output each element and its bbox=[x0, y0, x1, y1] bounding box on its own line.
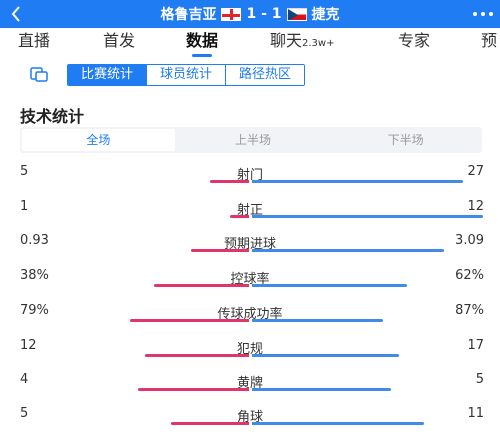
away-value: 62% bbox=[455, 268, 484, 283]
home-value: 1 bbox=[20, 199, 29, 214]
stat-label: 控球率 bbox=[230, 272, 270, 287]
home-bar bbox=[230, 215, 249, 218]
away-team-name: 捷克 bbox=[311, 7, 340, 23]
segment-heatmap[interactable]: 路径热区 bbox=[225, 65, 305, 85]
away-bar bbox=[252, 249, 444, 252]
share-image-icon[interactable] bbox=[30, 66, 48, 82]
match-summary: 格鲁吉亚 1 - 1 捷克 bbox=[0, 0, 500, 28]
tab-chat[interactable]: 聊天2.3w+ bbox=[270, 28, 334, 58]
away-value: 17 bbox=[467, 338, 484, 353]
tab-label: 首发 bbox=[103, 31, 136, 50]
stat-row: 12 犯规 17 bbox=[0, 338, 500, 372]
stat-label: 犯规 bbox=[236, 342, 263, 357]
home-value: 0.93 bbox=[20, 233, 49, 248]
home-team-name: 格鲁吉亚 bbox=[160, 7, 217, 23]
home-bar bbox=[154, 284, 249, 287]
stat-label: 传球成功率 bbox=[217, 307, 283, 322]
stat-row: 5 射门 27 bbox=[0, 164, 500, 198]
stat-row: 38% 控球率 62% bbox=[0, 268, 500, 302]
away-bar bbox=[252, 215, 483, 218]
home-value: 5 bbox=[20, 406, 29, 421]
away-value: 11 bbox=[467, 406, 484, 421]
home-value: 4 bbox=[20, 372, 29, 387]
stat-row: 5 角球 11 bbox=[0, 406, 500, 440]
away-value: 12 bbox=[467, 199, 484, 214]
tab-prediction[interactable]: 预 bbox=[481, 28, 497, 58]
stat-row: 0.93 预期进球 3.09 bbox=[0, 233, 500, 267]
chat-count: 2.3w+ bbox=[302, 38, 335, 49]
period-first-half[interactable]: 上半场 bbox=[235, 133, 272, 147]
match-tabs: 直播 首发 数据 聊天2.3w+ 专家 预 bbox=[0, 28, 500, 58]
stat-label: 角球 bbox=[236, 410, 263, 425]
home-value: 5 bbox=[20, 164, 29, 179]
period-full-match[interactable]: 全场 bbox=[22, 129, 175, 151]
home-bar bbox=[138, 388, 249, 391]
away-value: 27 bbox=[467, 164, 484, 179]
home-bar bbox=[145, 354, 249, 357]
away-value: 87% bbox=[455, 303, 484, 318]
home-bar bbox=[191, 249, 249, 252]
stats-segment-row: 比赛统计 球员统计 路径热区 bbox=[0, 60, 500, 90]
more-icon[interactable] bbox=[472, 0, 494, 28]
tab-live[interactable]: 直播 bbox=[18, 28, 50, 58]
tab-label: 专家 bbox=[398, 31, 431, 50]
tab-expert[interactable]: 专家 bbox=[398, 28, 430, 58]
match-header: 格鲁吉亚 1 - 1 捷克 bbox=[0, 0, 500, 28]
away-bar bbox=[252, 180, 463, 183]
tab-label: 数据 bbox=[186, 31, 219, 50]
stat-label: 射门 bbox=[236, 168, 263, 183]
segment-player-stats[interactable]: 球员统计 bbox=[146, 65, 226, 85]
away-bar bbox=[252, 388, 391, 391]
tab-lineup[interactable]: 首发 bbox=[103, 28, 135, 58]
away-bar bbox=[252, 284, 407, 287]
tab-label: 聊天 bbox=[270, 31, 303, 50]
tab-label: 预 bbox=[481, 31, 498, 50]
segment-match-stats[interactable]: 比赛统计 bbox=[68, 65, 147, 85]
stat-row: 79% 传球成功率 87% bbox=[0, 303, 500, 337]
stat-row: 1 射正 12 bbox=[0, 199, 500, 233]
home-bar bbox=[130, 319, 249, 322]
away-value: 5 bbox=[475, 372, 484, 387]
stat-row: 4 黄牌 5 bbox=[0, 372, 500, 406]
period-second-half[interactable]: 下半场 bbox=[387, 133, 424, 147]
section-title: 技术统计 bbox=[20, 107, 85, 126]
tab-data[interactable]: 数据 bbox=[186, 28, 218, 58]
match-score: 1 - 1 bbox=[246, 6, 282, 22]
away-bar bbox=[252, 422, 424, 425]
home-value: 12 bbox=[20, 338, 37, 353]
stat-label: 预期进球 bbox=[223, 237, 276, 252]
home-value: 79% bbox=[20, 303, 49, 318]
away-bar bbox=[252, 354, 399, 357]
away-bar bbox=[252, 319, 383, 322]
stat-label: 射正 bbox=[236, 203, 263, 218]
away-value: 3.09 bbox=[455, 233, 484, 248]
georgia-flag-icon bbox=[221, 7, 242, 21]
stat-label: 黄牌 bbox=[236, 376, 263, 391]
czech-flag-icon bbox=[286, 7, 307, 21]
tab-label: 直播 bbox=[18, 31, 51, 50]
back-icon[interactable] bbox=[4, 0, 28, 28]
home-bar bbox=[210, 180, 249, 183]
home-bar bbox=[171, 422, 249, 425]
stats-segment-control: 比赛统计 球员统计 路径热区 bbox=[67, 64, 306, 86]
period-selector: 全场 上半场 下半场 bbox=[20, 127, 482, 153]
home-value: 38% bbox=[20, 268, 49, 283]
